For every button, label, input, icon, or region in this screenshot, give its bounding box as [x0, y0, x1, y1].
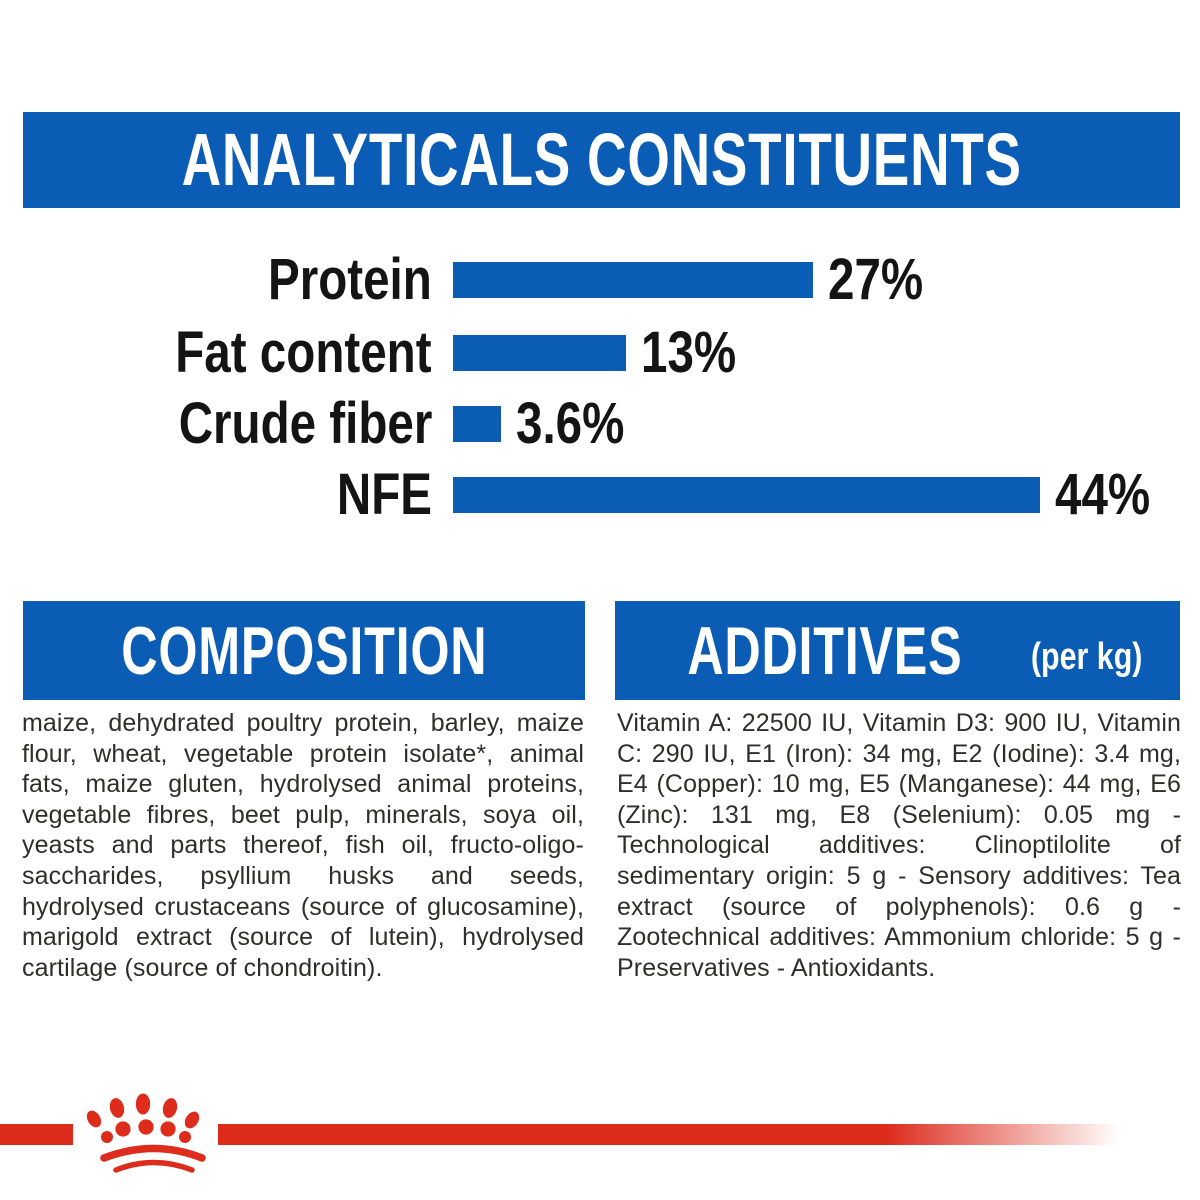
- chart-row-fat-content: Fat content 13%: [0, 317, 1200, 389]
- chart-row-nfe: NFE 44%: [0, 459, 1200, 531]
- additives-title: ADDITIVES: [687, 612, 963, 689]
- chart-label: NFE: [336, 462, 432, 527]
- chart-label: Protein: [268, 247, 432, 312]
- chart-value: 27%: [828, 247, 924, 312]
- additives-text: Vitamin A: 22500 IU, Vitamin D3: 900 IU,…: [617, 709, 1181, 982]
- brand-band-left: [0, 1124, 73, 1145]
- analyticals-title: ANALYTICALS CONSTITUENTS: [181, 118, 1022, 201]
- composition-ingredients-text: maize, dehydrated poultry protein, barle…: [22, 709, 584, 982]
- chart-value: 44%: [1054, 462, 1151, 527]
- additives-unit-label: (per kg): [1030, 636, 1143, 678]
- royal-canin-crown-icon: [86, 1093, 206, 1173]
- chart-bar-protein: [453, 262, 814, 298]
- brand-band-right: [218, 1124, 1120, 1145]
- chart-row-protein: Protein 27%: [0, 244, 1200, 316]
- chart-label: Fat content: [175, 320, 432, 385]
- additives-header-banner: ADDITIVES (per kg): [615, 601, 1180, 700]
- chart-value: 13%: [641, 320, 737, 385]
- chart-row-crude-fiber: Crude fiber 3.6%: [0, 388, 1200, 460]
- analyticals-header-banner: ANALYTICALS CONSTITUENTS: [23, 112, 1180, 208]
- chart-bar-fat-content: [453, 335, 627, 371]
- chart-label: Crude fiber: [178, 391, 432, 456]
- composition-title: COMPOSITION: [120, 612, 487, 689]
- chart-value: 3.6%: [516, 391, 625, 456]
- composition-header-banner: COMPOSITION: [23, 601, 585, 700]
- chart-bar-crude-fiber: [453, 406, 502, 442]
- chart-bar-nfe: [453, 477, 1040, 513]
